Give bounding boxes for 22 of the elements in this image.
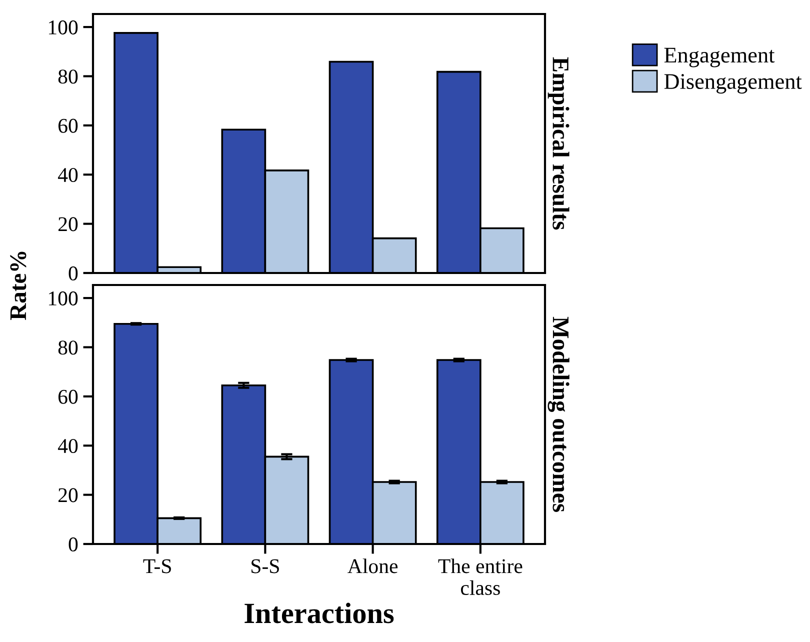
y-tick-label: 100 (49, 291, 78, 306)
text: Modeling outcomes (548, 316, 570, 512)
x-tick-label: Alone (348, 558, 398, 574)
y-tick-label: 20 (58, 217, 78, 232)
text: Empirical results (548, 57, 570, 230)
y-tick-label: 0 (68, 537, 78, 552)
y-tick-label: 40 (58, 168, 78, 182)
legend-label: Engagement (664, 48, 775, 68)
y-tick-label: 100 (49, 20, 78, 34)
y-tick-label: 20 (58, 488, 78, 502)
legend-label: Disengagement (664, 74, 802, 94)
x-tick-label: T-S (143, 559, 171, 574)
y-tick-label: 40 (58, 438, 78, 454)
y-tick-label: 80 (58, 70, 78, 84)
y-tick-label: 0 (68, 266, 78, 280)
y-axis-title: Rate% (10, 252, 26, 320)
y-tick-label: 80 (58, 340, 78, 355)
y-tick-label: 60 (58, 390, 78, 404)
y-tick-label: 60 (58, 118, 78, 133)
x-axis-title: Interactions (244, 602, 394, 624)
x-tick-label: The entire class (438, 558, 522, 596)
x-tick-label: S-S (252, 559, 279, 574)
